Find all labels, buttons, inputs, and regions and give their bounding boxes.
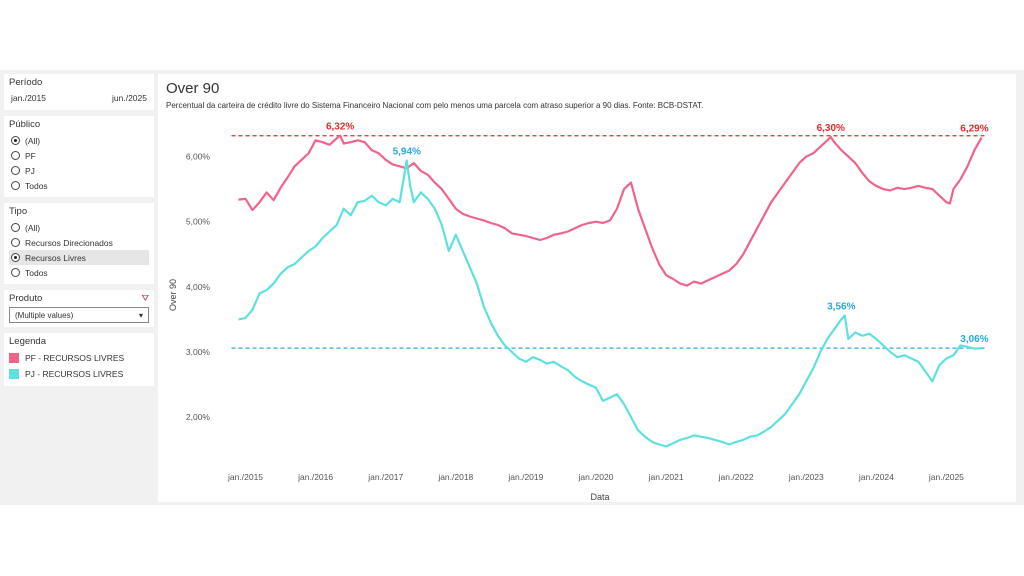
tipo-option[interactable]: Recursos Livres bbox=[9, 250, 149, 265]
tipo-title: Tipo bbox=[9, 206, 28, 217]
publico-filter: Público (All) PF PJ Todos bbox=[4, 116, 154, 197]
filter-sidebar: Período jan./2015 jun./2025 Público (All… bbox=[4, 74, 154, 392]
data-label: 3,56% bbox=[827, 302, 855, 313]
x-tick-label: jan./2022 bbox=[718, 472, 754, 482]
produto-dropdown[interactable]: (Multiple values) ▾ bbox=[9, 307, 149, 323]
legend-label: PJ - RECURSOS LIVRES bbox=[25, 369, 124, 379]
x-tick-label: jan./2025 bbox=[928, 472, 964, 482]
tipo-option[interactable]: Todos bbox=[9, 265, 149, 280]
legend-item[interactable]: PF - RECURSOS LIVRES bbox=[9, 350, 149, 366]
legend-label: PF - RECURSOS LIVRES bbox=[25, 353, 125, 363]
data-label: 6,32% bbox=[326, 122, 354, 133]
series-line bbox=[238, 134, 983, 287]
x-tick-label: jan./2017 bbox=[367, 472, 403, 482]
publico-option[interactable]: PF bbox=[9, 148, 149, 163]
data-label: 5,94% bbox=[393, 146, 421, 157]
line-chart[interactable]: 2,00% 3,00% 4,00% 5,00% 6,00% jan./2015 jan./2… bbox=[158, 74, 1016, 502]
x-tick-label: jan./2024 bbox=[858, 472, 894, 482]
publico-title: Público bbox=[9, 119, 41, 130]
period-range[interactable]: jan./2015 jun./2025 bbox=[9, 91, 149, 106]
publico-option[interactable]: PJ bbox=[9, 163, 149, 178]
y-tick-label: 2,00% bbox=[186, 412, 211, 422]
publico-option[interactable]: Todos bbox=[9, 178, 149, 193]
tipo-option-label: (All) bbox=[25, 222, 41, 233]
data-label: 6,30% bbox=[817, 123, 845, 134]
period-title: Período bbox=[9, 77, 43, 88]
publico-option-label: PF bbox=[25, 150, 36, 161]
radio-selected-icon[interactable] bbox=[11, 136, 20, 145]
produto-title: Produto bbox=[9, 293, 43, 304]
chart-title: Over 90 bbox=[166, 80, 220, 97]
publico-option-label: Todos bbox=[25, 180, 48, 191]
x-tick-label: jan./2015 bbox=[227, 472, 263, 482]
produto-filter: Produto ⛛ (Multiple values) ▾ bbox=[4, 290, 154, 327]
y-axis-label: Over 90 bbox=[168, 279, 178, 311]
tipo-option[interactable]: Recursos Direcionados bbox=[9, 235, 149, 250]
y-tick-label: 4,00% bbox=[186, 282, 211, 292]
publico-option-label: PJ bbox=[25, 165, 35, 176]
tipo-option-label: Recursos Livres bbox=[25, 252, 86, 263]
data-label: 3,06% bbox=[960, 334, 988, 345]
chevron-down-icon[interactable]: ▾ bbox=[138, 310, 143, 320]
tipo-filter: Tipo (All) Recursos Direcionados Recurso… bbox=[4, 203, 154, 284]
publico-option[interactable]: (All) bbox=[9, 133, 149, 148]
top-whitespace bbox=[0, 0, 1024, 70]
legend-panel: Legenda PF - RECURSOS LIVRES PJ - RECURS… bbox=[4, 333, 154, 386]
radio-icon[interactable] bbox=[11, 166, 20, 175]
period-end[interactable]: jun./2025 bbox=[112, 93, 147, 103]
publico-option-label: (All) bbox=[25, 135, 41, 146]
data-label: 6,29% bbox=[960, 124, 988, 135]
produto-value: (Multiple values) bbox=[15, 310, 74, 320]
x-tick-label: jan./2018 bbox=[437, 472, 473, 482]
legend-swatch bbox=[9, 369, 19, 379]
y-tick-label: 6,00% bbox=[186, 152, 211, 162]
radio-icon[interactable] bbox=[11, 151, 20, 160]
x-tick-label: jan./2021 bbox=[648, 472, 684, 482]
radio-icon[interactable] bbox=[11, 181, 20, 190]
tipo-option[interactable]: (All) bbox=[9, 220, 149, 235]
series-line bbox=[238, 159, 982, 448]
clear-filter-icon[interactable]: ⛛ bbox=[141, 293, 149, 303]
x-tick-label: jan./2023 bbox=[788, 472, 824, 482]
legend-item[interactable]: PJ - RECURSOS LIVRES bbox=[9, 366, 149, 382]
period-filter: Período jan./2015 jun./2025 bbox=[4, 74, 154, 110]
tipo-option-label: Recursos Direcionados bbox=[25, 237, 113, 248]
y-tick-label: 3,00% bbox=[186, 347, 211, 357]
radio-icon[interactable] bbox=[11, 223, 20, 232]
x-axis-label: Data bbox=[590, 492, 609, 502]
radio-icon[interactable] bbox=[11, 268, 20, 277]
legend-title: Legenda bbox=[9, 336, 46, 347]
chart-subtitle: Percentual da carteira de crédito livre … bbox=[166, 101, 704, 110]
radio-icon[interactable] bbox=[11, 238, 20, 247]
radio-selected-icon[interactable] bbox=[11, 253, 20, 262]
x-tick-label: jan./2016 bbox=[297, 472, 333, 482]
period-start[interactable]: jan./2015 bbox=[11, 93, 46, 103]
tipo-option-label: Todos bbox=[25, 267, 48, 278]
x-tick-label: jan./2019 bbox=[507, 472, 543, 482]
x-tick-label: jan./2020 bbox=[577, 472, 613, 482]
chart-panel: Over 90 Percentual da carteira de crédit… bbox=[158, 74, 1016, 502]
legend-swatch bbox=[9, 353, 19, 363]
y-tick-label: 5,00% bbox=[186, 217, 211, 227]
